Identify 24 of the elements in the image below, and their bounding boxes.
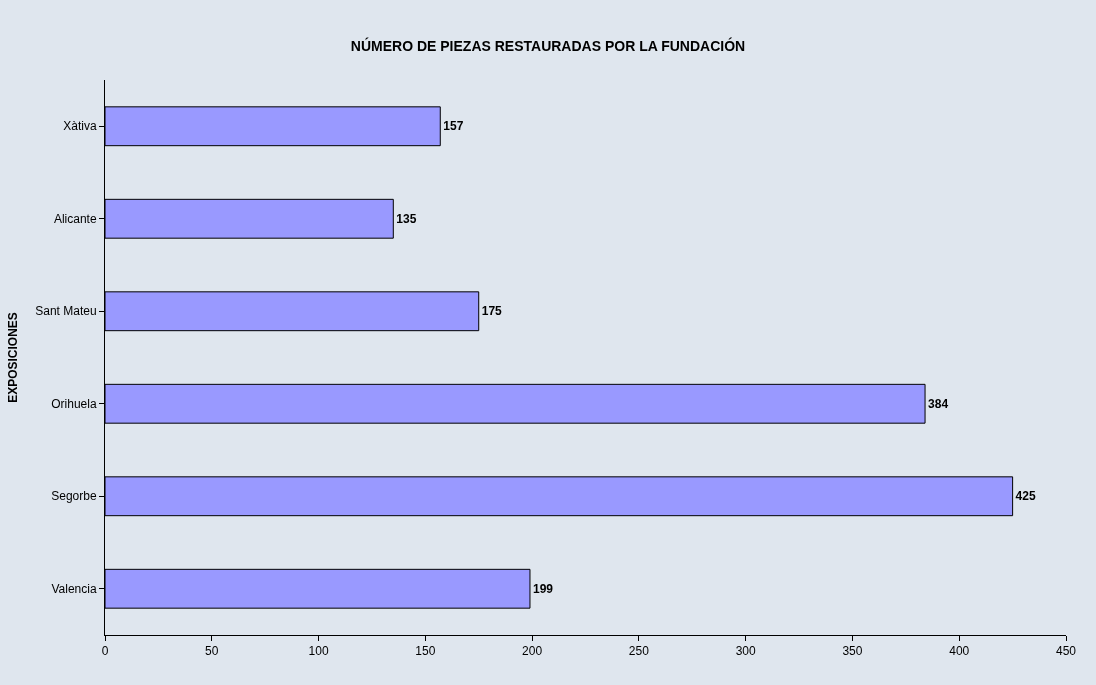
y-tick-label: Alicante xyxy=(53,211,97,226)
x-tick-label: 0 xyxy=(101,644,109,659)
x-tick-label: 350 xyxy=(842,644,863,659)
data-label: 425 xyxy=(1015,489,1036,504)
data-label: 175 xyxy=(481,304,503,319)
x-tick-label: 300 xyxy=(735,644,756,659)
data-label: 157 xyxy=(443,119,464,134)
y-tick-label: Segorbe xyxy=(51,489,97,504)
x-tick-label: 100 xyxy=(308,644,329,659)
x-tick-label: 250 xyxy=(628,644,650,659)
y-tick-label: Xàtiva xyxy=(63,119,97,134)
x-tick-label: 400 xyxy=(949,644,970,659)
data-label: 135 xyxy=(396,211,417,226)
chart-title: NÚMERO DE PIEZAS RESTAURADAS POR LA FUNDACIÓN xyxy=(350,36,746,54)
data-label: 384 xyxy=(928,396,949,411)
y-tick-label: Sant Mateu xyxy=(35,304,97,319)
x-tick-label: 200 xyxy=(522,644,543,659)
y-tick-label: Valencia xyxy=(51,581,97,596)
x-tick-label: 150 xyxy=(415,644,436,659)
x-tick-label: 50 xyxy=(205,644,219,659)
x-tick-label: 450 xyxy=(1055,644,1077,659)
data-label: 199 xyxy=(532,581,554,596)
y-tick-label: Orihuela xyxy=(51,396,97,411)
y-axis-title: EXPOSICIONES xyxy=(5,312,20,403)
